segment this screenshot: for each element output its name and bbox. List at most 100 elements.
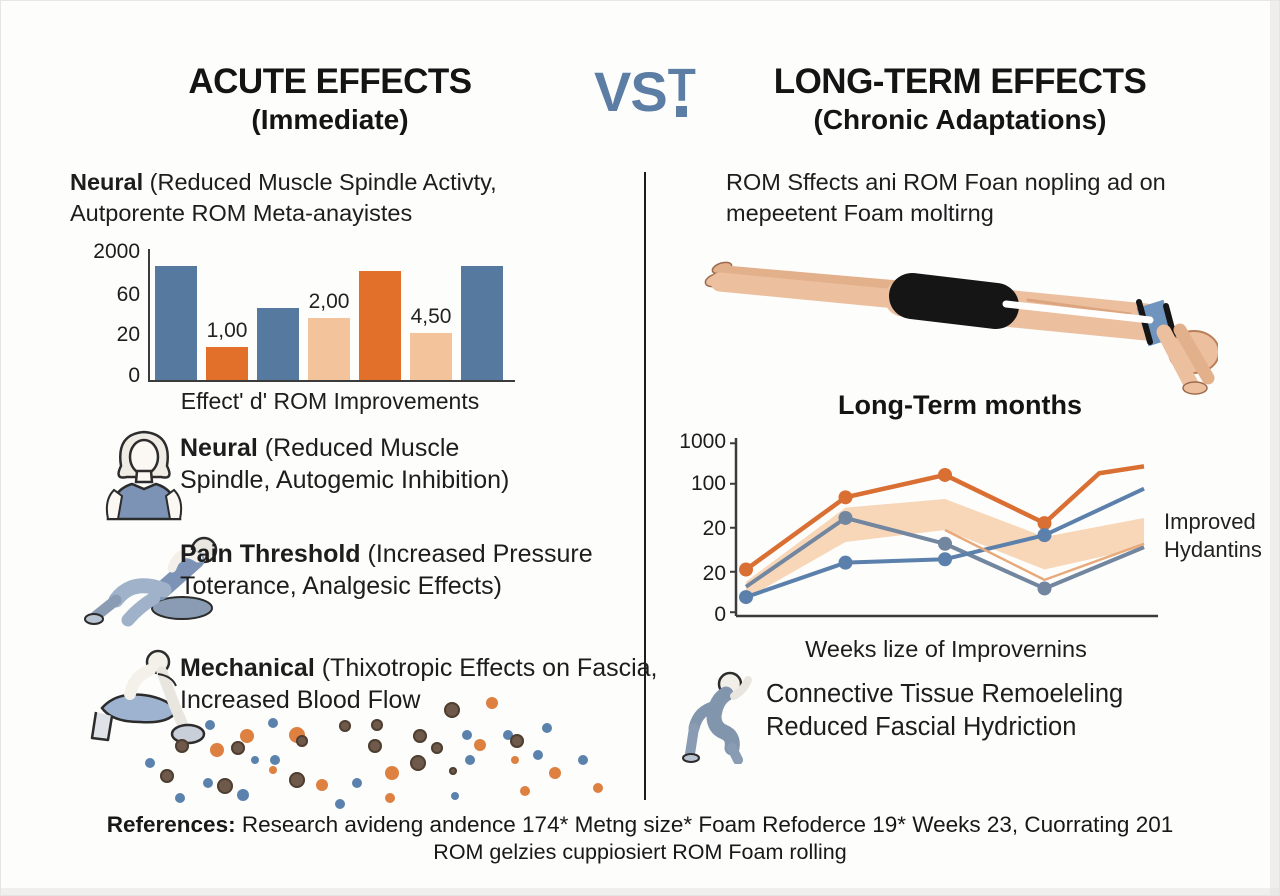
line-y-tick: 1000 [679,430,726,454]
particle-dot [449,767,457,775]
mechanical-item-line2: Increased Blood Flow [180,686,421,714]
particle-dot [316,779,328,791]
particle-dot [335,799,345,809]
long-term-intro-line1: ROM Sffects ani ROM Foan nopling ad on [726,169,1166,195]
pain-threshold-item-lead: Pain Threshold [180,540,361,568]
vs-t-glyph: T [668,58,696,117]
bar-fill [155,266,197,380]
acute-intro-lead: Neural [70,169,144,195]
particle-dot [486,697,498,709]
neural-item-rest: (Reduced Muscle [257,434,460,462]
particle-dot [578,755,588,765]
bar-y-tick: 60 [116,282,140,306]
particle-dot [160,769,174,783]
long-term-effects-subtitle: (Chronic Adaptations) [813,104,1107,135]
neural-item-lead: Neural [180,434,258,462]
long-term-effects-title: LONG-TERM EFFECTS [773,62,1147,101]
particle-dot [368,739,382,753]
bar-4: 2,00 [308,249,350,380]
particle-dot [175,739,189,753]
bar-5 [359,249,401,380]
particle-dot [203,778,213,788]
particle-dot [339,720,351,732]
particle-dot [251,756,259,764]
neural-item-line2: Spindle, Autogemic Inhibition) [180,466,510,494]
references-text: Research avideng andence 174* Metng size… [235,812,1174,837]
foam-rolling-recline-icon [84,528,232,633]
mechanical-item-rest: (Thixotropic Effects on Fascia, [314,654,658,682]
outcome-line2: Reduced Fascial Hydriction [766,713,1077,742]
long-term-intro-text: ROM Sffects ani ROM Foan nopling ad on m… [726,167,1206,228]
woman-bust-icon [98,426,190,527]
particle-dot [533,750,543,760]
particle-dot [510,734,524,748]
bar-fill [308,318,350,380]
particle-dot [210,743,224,757]
neural-item-text: Neural (Reduced Muscle Spindle, Autogemi… [180,432,600,496]
acute-effects-title-block: ACUTE EFFECTS (Immediate) [70,62,590,136]
series-orange-effect [744,464,1145,572]
series-tan-thin [944,528,1145,582]
bar-value-label: 1,00 [206,319,248,343]
bar-1 [155,249,197,380]
annotation-line2: Hydantins [1164,536,1262,562]
series-marker [1037,528,1052,543]
series-marker [739,590,753,605]
particle-dot [371,719,383,731]
particle-dot [289,772,305,788]
vs-badge: VST [594,58,696,124]
page-edge-right [1270,0,1280,896]
pain-threshold-item-line2: Toterance, Analgesic Effects) [180,572,502,600]
line-y-tick: 100 [690,471,726,495]
bar-3 [257,249,299,380]
series-marker [1037,516,1052,531]
bar-2: 1,00 [206,249,248,380]
squat-figure-icon [682,670,760,769]
long-term-intro-line2: mepeetent Foam moltirng [726,199,994,226]
pain-threshold-item-rest: (Increased Pressure [360,540,593,568]
series-marker [838,555,853,570]
outcome-line1: Connective Tissue Remoeleling [766,680,1124,708]
foam-rolling-crouch-icon [88,646,216,753]
bar-chart-y-axis: 2000 60 20 0 [88,240,140,387]
bar-fill [461,266,503,380]
bar-chart-caption: Effect' d' ROM Improvements [180,388,480,414]
particle-dot [462,730,472,740]
bar-fill [257,307,299,380]
line-y-tick: 20 [702,561,726,585]
particle-dot [352,778,362,788]
bar-value-label: 2,00 [308,290,350,314]
particle-dot [270,755,280,765]
references-line1: References: Research avideng andence 174… [0,812,1280,838]
particle-dot [145,758,155,768]
bar-y-tick: 0 [128,364,140,388]
particle-dot [542,723,552,733]
particle-dot [549,767,561,779]
particle-dot [296,735,308,747]
pain-threshold-item-text: Pain Threshold (Increased Pressure Toter… [180,538,620,602]
long-term-figure-caption: Long-Term months [838,390,1082,420]
particle-dot [269,766,277,774]
particle-dot [474,739,486,751]
annotation-line1: Improved [1164,509,1256,534]
particle-dot [385,766,399,780]
references-label: References: [106,812,236,837]
acute-intro-line2: Autporente ROM Meta-anayistes [70,199,413,226]
particle-dot [444,702,460,718]
particle-dot [503,730,513,740]
particle-dot [413,729,427,743]
bar-chart: 1,00 2,00 4,50 [148,249,515,382]
particle-dot [175,793,185,803]
series-marker [938,536,952,551]
column-divider [644,172,646,800]
series-marker [1037,581,1052,596]
particle-dot [240,729,254,743]
particle-dot [593,783,603,793]
acute-effects-title: ACUTE EFFECTS [188,62,472,101]
bar-fill [206,347,248,380]
bar-fill [359,271,401,380]
particle-dot [520,786,530,796]
bar-fill [410,332,452,380]
line-chart [730,438,1158,618]
